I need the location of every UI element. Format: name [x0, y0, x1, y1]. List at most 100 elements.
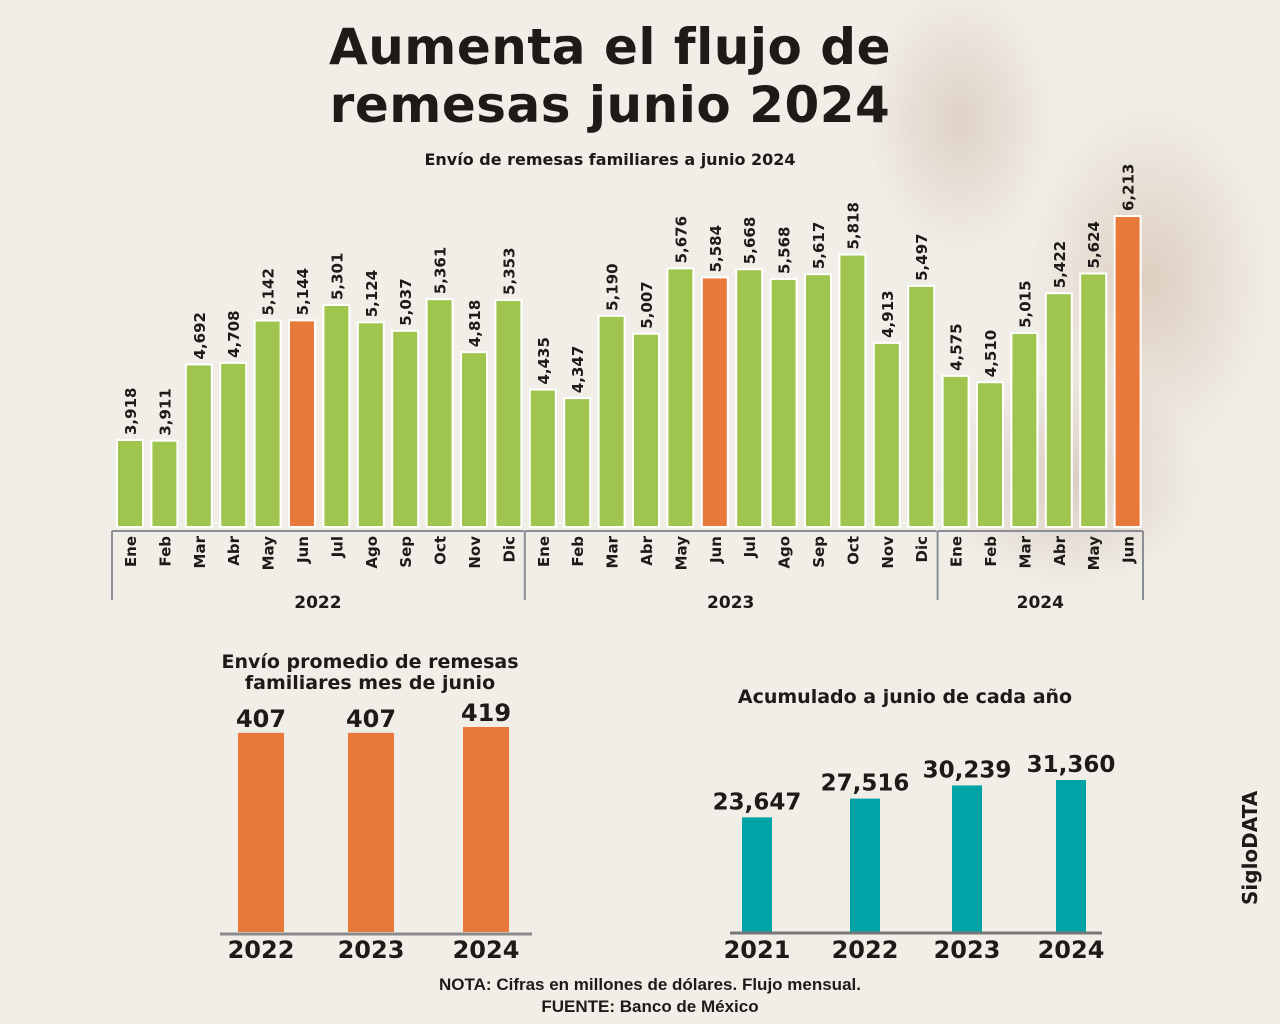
month-tick-label: Ene — [122, 536, 140, 567]
bar-jun — [1113, 215, 1142, 528]
bar-ene — [941, 374, 970, 528]
bar-may — [666, 267, 695, 528]
month-tick-label: Feb — [569, 536, 587, 567]
bar-nov — [460, 351, 488, 528]
brand-logo: SigloDATA — [1238, 790, 1262, 905]
bar-ago — [769, 277, 798, 528]
chart-subtitle: Envío de remesas familiares a junio 2024 — [424, 150, 796, 169]
bar-ene — [116, 439, 144, 528]
month-tick-label: Abr — [638, 535, 656, 565]
cum-year-label: 2023 — [934, 936, 1001, 964]
source-text: FUENTE: Banco de México — [541, 997, 759, 1016]
month-tick-label: Mar — [1016, 535, 1034, 568]
bar-value-label: 4,435 — [535, 337, 553, 384]
bar-value-label: 5,668 — [741, 217, 759, 264]
bar-value-label: 5,037 — [397, 278, 415, 325]
month-tick-label: Abr — [225, 535, 243, 565]
bar-value-label: 5,568 — [776, 227, 794, 274]
month-tick-label: Dic — [913, 536, 931, 562]
month-tick-label: Ago — [363, 536, 381, 569]
avg-year-label: 2023 — [338, 936, 405, 964]
june-average-title: Envío promedio de remesas familiares mes… — [200, 652, 540, 694]
bar-jun — [700, 276, 729, 528]
avg-bar-value: 407 — [236, 705, 286, 733]
bar-value-label: 5,190 — [604, 263, 622, 310]
cum-year-label: 2024 — [1038, 936, 1105, 964]
month-tick-label: Jun — [707, 536, 725, 564]
bar-feb — [563, 397, 592, 529]
bar-value-label: 5,676 — [672, 216, 690, 263]
bar-mar — [184, 363, 213, 528]
cum-year-label: 2022 — [832, 936, 899, 964]
bar-jul — [735, 268, 764, 528]
month-tick-label: Feb — [982, 536, 1000, 567]
avg-year-label: 2022 — [228, 936, 295, 964]
month-tick-label: May — [672, 536, 690, 571]
bar-may — [1079, 272, 1108, 529]
bar-sep — [391, 329, 420, 529]
bar-value-label: 5,818 — [844, 202, 862, 249]
bar-value-label: 4,708 — [225, 310, 243, 357]
bar-jul — [322, 304, 351, 528]
month-tick-label: Oct — [844, 536, 862, 565]
bar-value-label: 4,575 — [948, 323, 966, 370]
cum-bar-value: 23,647 — [713, 789, 802, 815]
footer-note: NOTA: Cifras en millones de dólares. Flu… — [300, 974, 1000, 1018]
cum-year-label: 2021 — [724, 936, 791, 964]
avg-bar-2023 — [348, 732, 394, 932]
bar-value-label: 5,353 — [500, 247, 518, 294]
monthly-remittances-chart: 3,918 Ene 3,911 Feb 4,692 Mar 4,708 Abr 5,142 May… — [111, 164, 1144, 613]
bar-dic — [907, 284, 936, 528]
cum-bar-2022 — [850, 798, 880, 932]
month-tick-label: Mar — [604, 535, 622, 568]
month-tick-label: Abr — [1051, 535, 1069, 565]
month-tick-label: Sep — [397, 536, 415, 568]
avg-bar-2024 — [463, 727, 509, 932]
bar-ene — [528, 388, 557, 528]
bar-value-label: 5,124 — [363, 270, 381, 317]
bar-value-label: 4,510 — [982, 330, 1000, 377]
month-tick-label: Ene — [535, 536, 553, 567]
bar-ago — [356, 321, 385, 528]
year-group-label: 2024 — [1017, 593, 1064, 613]
avg-bar-value: 419 — [461, 699, 511, 727]
bar-value-label: 5,361 — [432, 247, 450, 294]
month-tick-label: Mar — [191, 535, 209, 568]
avg-bar-value: 407 — [346, 705, 396, 733]
bar-feb — [976, 381, 1004, 529]
cum-bar-2023 — [952, 785, 982, 932]
month-tick-label: Ago — [776, 536, 794, 569]
bar-value-label: 3,918 — [122, 388, 140, 435]
june-average-title-line-2: familiares mes de junio — [244, 672, 496, 694]
cum-bar-2021 — [742, 817, 772, 932]
bar-value-label: 5,007 — [638, 281, 656, 328]
avg-year-label: 2024 — [453, 936, 520, 964]
month-tick-label: Ene — [948, 536, 966, 567]
bar-value-label: 5,497 — [913, 233, 931, 280]
bar-value-label: 5,301 — [328, 253, 346, 300]
bar-jun — [288, 319, 316, 529]
bar-oct — [838, 253, 867, 528]
bar-value-label: 4,818 — [466, 300, 484, 347]
month-tick-label: Dic — [500, 536, 518, 562]
month-tick-label: Nov — [466, 536, 484, 569]
bar-feb — [150, 439, 179, 528]
month-tick-label: Jun — [294, 536, 312, 564]
june-average-title-line-1: Envío promedio de remesas — [221, 651, 519, 673]
year-group-label: 2022 — [294, 593, 341, 613]
month-tick-label: Sep — [810, 536, 828, 568]
month-tick-label: Jul — [328, 536, 346, 558]
bar-sep — [804, 273, 832, 529]
bar-abr — [219, 361, 248, 528]
bar-value-label: 5,422 — [1051, 241, 1069, 288]
bar-abr — [1044, 292, 1073, 528]
cum-bar-value: 27,516 — [821, 771, 910, 797]
bar-oct — [425, 298, 454, 528]
bar-mar — [1010, 331, 1039, 529]
bar-value-label: 5,015 — [1016, 280, 1034, 327]
title-line-2: remesas junio 2024 — [329, 76, 891, 134]
note-text: NOTA: Cifras en millones de dólares. Flu… — [439, 975, 861, 994]
month-tick-label: Jun — [1120, 536, 1138, 564]
avg-bar-2022 — [238, 732, 284, 932]
bar-value-label: 4,913 — [879, 290, 897, 337]
